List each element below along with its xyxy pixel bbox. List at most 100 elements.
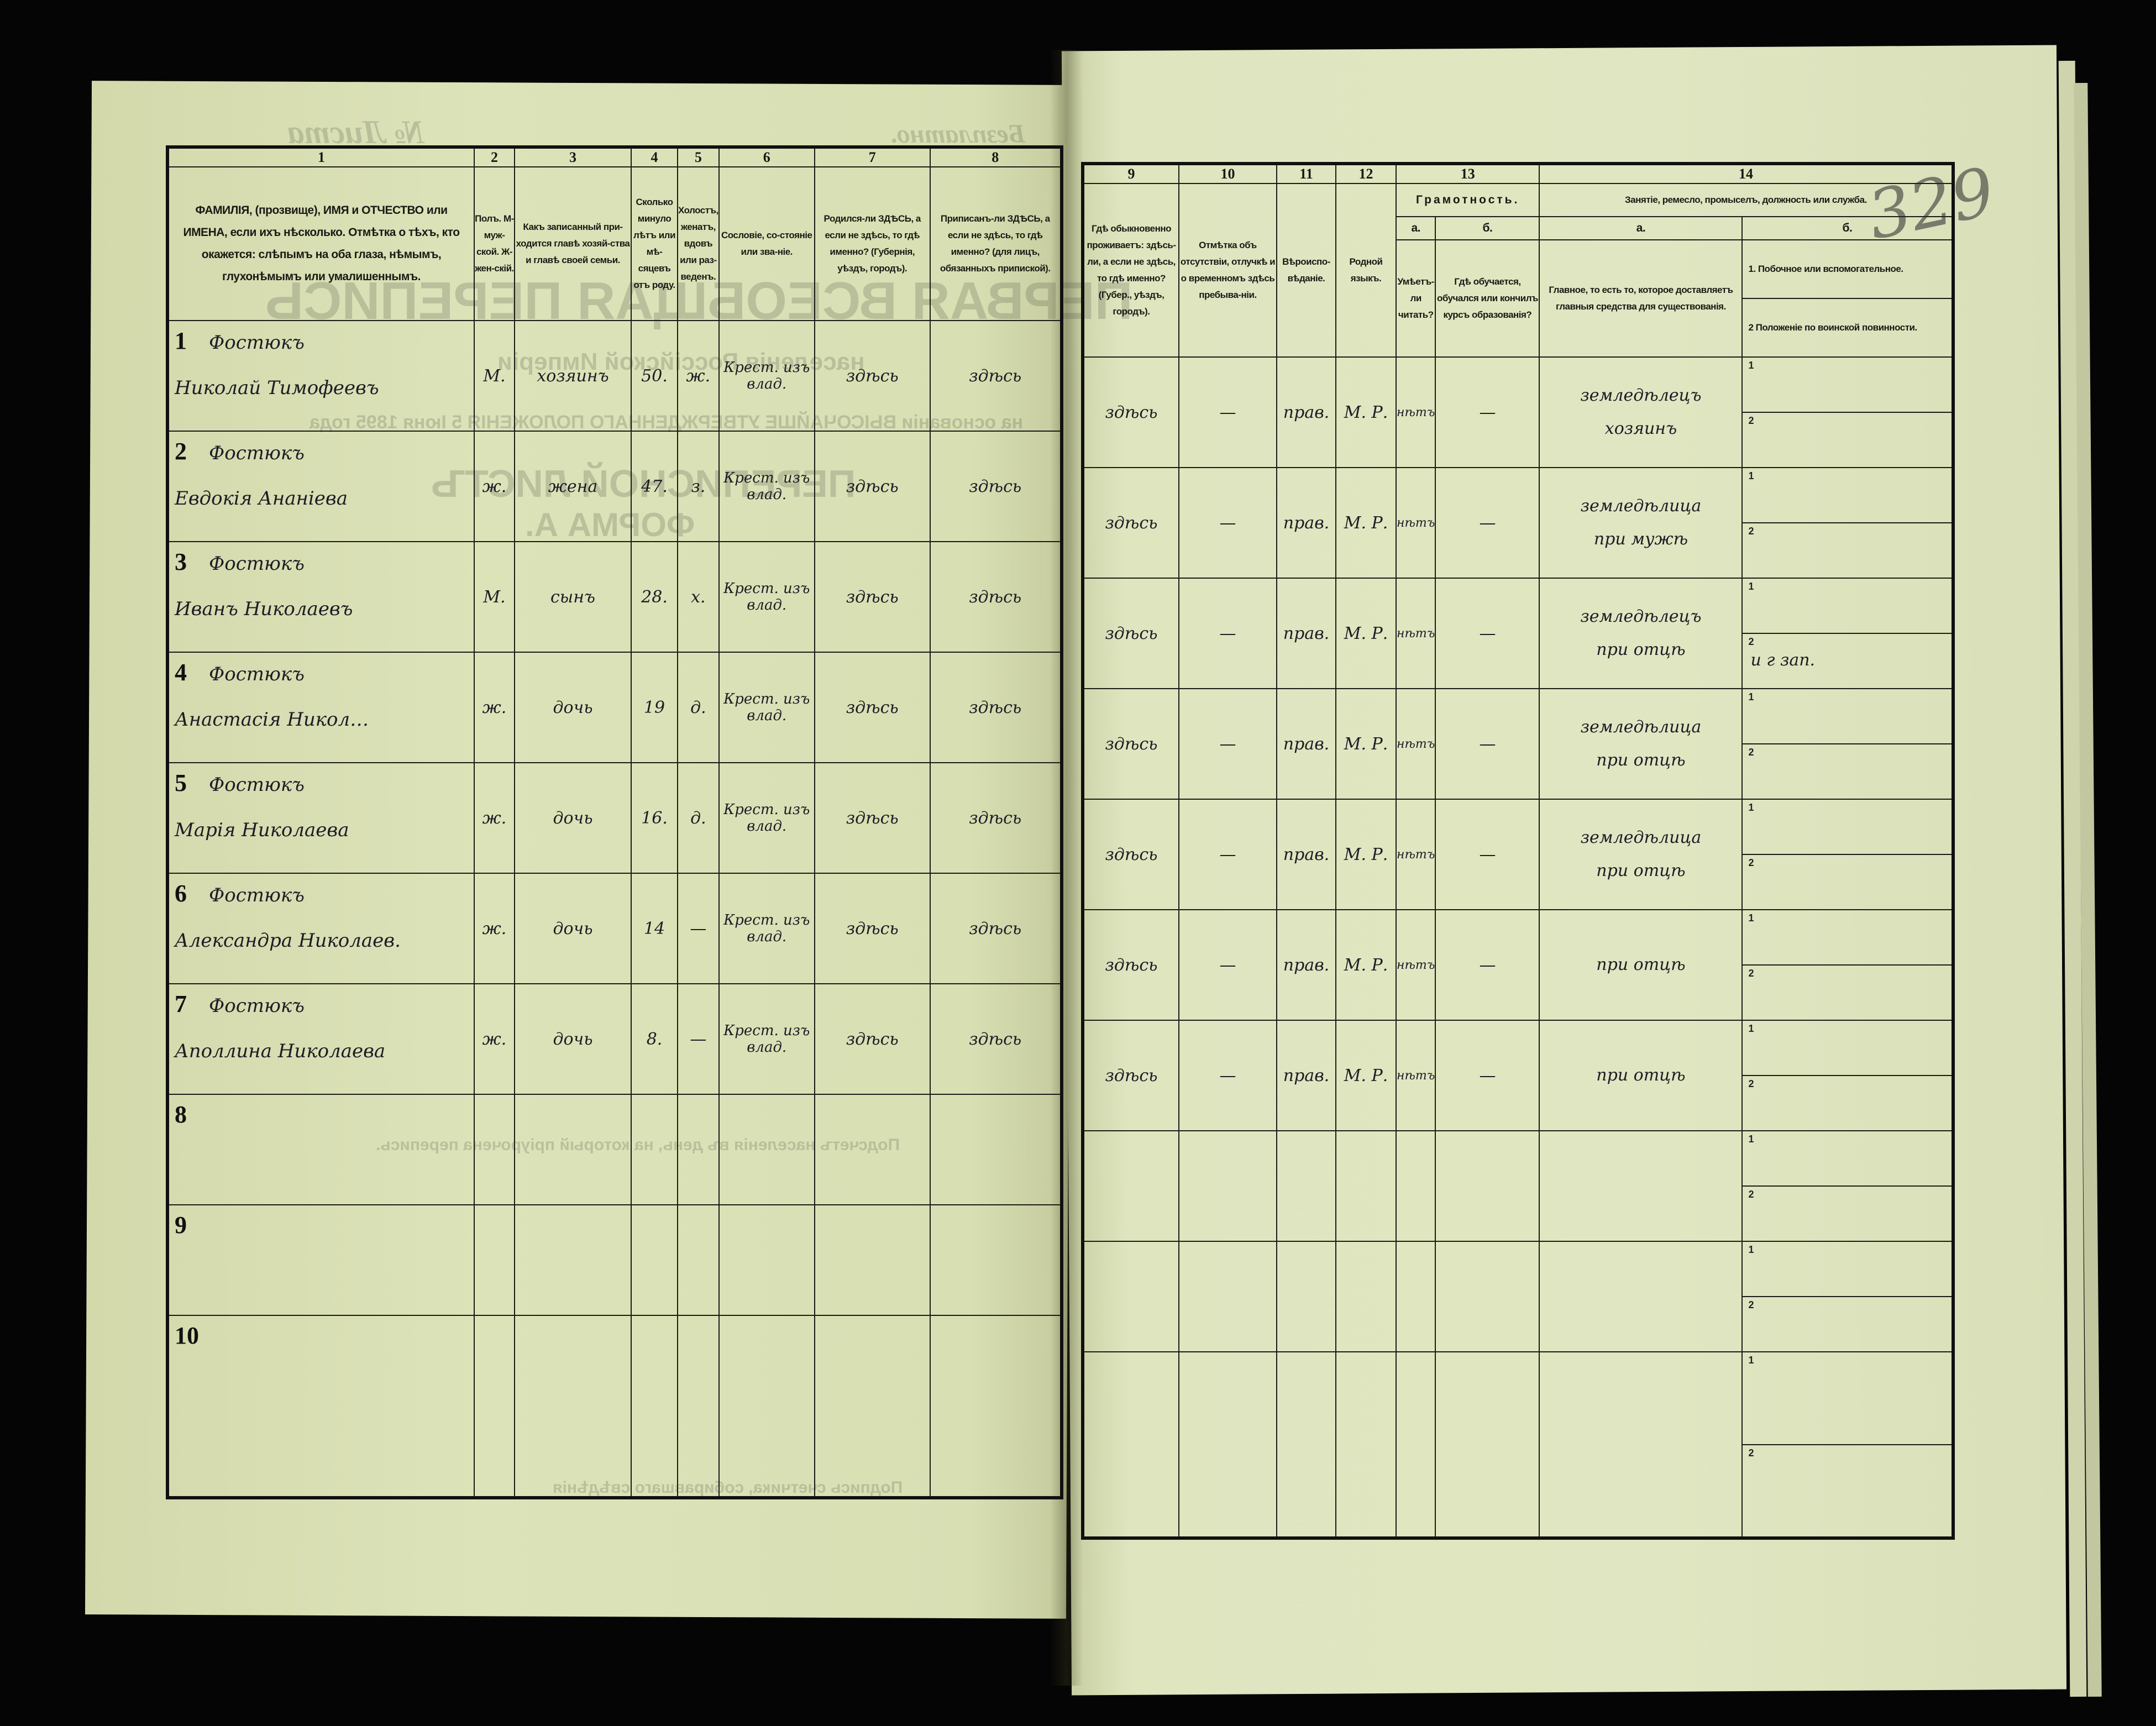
col-number: 1	[167, 146, 475, 167]
residence-cell: здѣсь	[1082, 1020, 1179, 1131]
occupation-main-cell	[1539, 1351, 1743, 1539]
given-name-patronymic: Иванъ Николаевъ	[175, 598, 353, 620]
header-occupation-main: Главное, то есть то, которое доставляетъ…	[1539, 239, 1743, 358]
literacy-a-cell: нѣтъ	[1395, 356, 1436, 468]
estate-cell	[718, 1204, 815, 1316]
estate-cell: Крест. изъ влад.	[718, 431, 815, 542]
language-cell	[1335, 1241, 1397, 1352]
table-row: здѣсь — прав. М. Р. нѣтъ — при отцѣ 1 2	[1082, 1020, 1954, 1131]
literacy-b-cell: —	[1435, 1020, 1540, 1131]
born-cell: здѣсь	[814, 541, 931, 653]
marital-cell: д.	[677, 652, 720, 763]
table-row: здѣсь — прав. М. Р. нѣтъ — земледѣлица при отц…	[1082, 688, 1954, 800]
religion-cell: прав.	[1276, 578, 1336, 689]
row-number: 2	[175, 438, 187, 465]
religion-cell: прав.	[1276, 1020, 1336, 1131]
sub-row-label: 1	[1748, 360, 1754, 371]
age-cell: 47.	[631, 431, 678, 542]
registered-cell	[929, 1204, 1062, 1316]
sex-cell: М.	[474, 320, 515, 432]
residence-cell: здѣсь	[1082, 688, 1179, 800]
marital-cell: ж.	[677, 320, 720, 432]
column-header: Родился-ли ЗДѢСЬ, а если не здѣсь, то гд…	[814, 166, 931, 321]
col-number: 3	[514, 146, 632, 167]
marital-cell: —	[677, 983, 720, 1095]
marital-cell	[677, 1315, 720, 1498]
sub-row-label: 2	[1748, 1299, 1754, 1310]
registered-cell: здѣсь	[929, 762, 1062, 874]
literacy-b-cell: —	[1435, 909, 1540, 1021]
sub-row-label: 1	[1748, 581, 1754, 592]
sex-cell: ж.	[474, 431, 515, 542]
table-row: 7 Фостюкъ Аполлина Николаева ж. дочь 8. — Крест…	[167, 983, 1062, 1095]
relation-cell: дочь	[514, 873, 632, 984]
marital-cell: з.	[677, 431, 720, 542]
header-residence: Гдѣ обыкновенно проживаетъ: здѣсь-ли, а …	[1082, 183, 1179, 358]
estate-cell	[718, 1315, 815, 1498]
estate-cell: Крест. изъ влад.	[718, 541, 815, 653]
right-census-table: 9 10 11 12 13 14 Гдѣ обыкновенно прожива…	[1081, 162, 1955, 1540]
column-header: Сколько минуло лѣтъ или мѣ-сяцевъ отъ ро…	[631, 166, 678, 321]
occupation-main-cell	[1539, 1241, 1743, 1352]
absence-cell: —	[1178, 356, 1277, 468]
registered-cell: здѣсь	[929, 320, 1062, 432]
estate-cell: Крест. изъ влад.	[718, 320, 815, 432]
literacy-a-cell: нѣтъ	[1395, 467, 1436, 579]
header-religion: Вѣроиспо-вѣданіе.	[1276, 183, 1336, 358]
age-cell	[631, 1315, 678, 1498]
table-row: 9	[167, 1204, 1062, 1316]
born-cell: здѣсь	[814, 873, 931, 984]
sub-row-label: 1	[1748, 1355, 1754, 1366]
age-cell: 16.	[631, 762, 678, 874]
absence-cell: —	[1178, 909, 1277, 1021]
name-cell: 9	[167, 1204, 475, 1316]
residence-cell: здѣсь	[1082, 356, 1179, 468]
row-number: 4	[175, 659, 187, 686]
sex-cell	[474, 1315, 515, 1498]
table-row: 6 Фостюкъ Александра Николаев. ж. дочь 14— Кре…	[167, 873, 1062, 984]
relation-cell: дочь	[514, 652, 632, 763]
marital-cell	[677, 1094, 720, 1205]
literacy-a-cell: нѣтъ	[1395, 1020, 1436, 1131]
occupation-main-cell: земледѣлица при отцѣ	[1539, 799, 1743, 910]
occupation-main-cell: земледѣлица при мужѣ	[1539, 467, 1743, 579]
header-occupation: Занятіе, ремесло, промыселъ, должность и…	[1539, 183, 1954, 217]
religion-cell: прав.	[1276, 688, 1336, 800]
row-number: 9	[175, 1211, 187, 1239]
occupation-main-cell	[1539, 1130, 1743, 1242]
sex-cell: ж.	[474, 652, 515, 763]
relation-cell	[514, 1315, 632, 1498]
header-occupation-a-label: а.	[1539, 216, 1743, 240]
column-header: Приписанъ-ли ЗДѢСЬ, а если не здѣсь, то …	[929, 166, 1062, 321]
literacy-b-cell: —	[1435, 356, 1540, 468]
table-row: 4 Фостюкъ Анастасія Никол… ж. дочь 19 д. Крест.…	[167, 652, 1062, 763]
column-header: Холостъ, женатъ, вдовъ или раз-веденъ.	[677, 166, 720, 321]
religion-cell: прав.	[1276, 356, 1336, 468]
given-name-patronymic: Анастасія Никол…	[175, 709, 369, 731]
surname: Фостюкъ	[209, 553, 305, 575]
absence-cell	[1178, 1130, 1277, 1242]
residence-cell	[1082, 1351, 1179, 1539]
relation-cell	[514, 1094, 632, 1205]
language-cell: М. Р.	[1335, 799, 1397, 910]
language-cell: М. Р.	[1335, 909, 1397, 1021]
name-cell: 7 Фостюкъ Аполлина Николаева	[167, 983, 475, 1095]
age-cell: 8.	[631, 983, 678, 1095]
language-cell: М. Р.	[1335, 688, 1397, 800]
occupation-secondary-cell: 1 2 и г зап.	[1741, 578, 1954, 689]
table-row: 2 Фостюкъ Евдокія Ананіева ж. жена 47. з. Крест…	[167, 431, 1062, 542]
registered-cell: здѣсь	[929, 652, 1062, 763]
col-number: 11	[1276, 163, 1336, 184]
residence-cell: здѣсь	[1082, 909, 1179, 1021]
literacy-a-cell: нѣтъ	[1395, 909, 1436, 1021]
table-row: 5 Фостюкъ Марія Николаева ж. дочь 16. д. Крест.…	[167, 762, 1062, 874]
residence-cell: здѣсь	[1082, 799, 1179, 910]
occupation-main-cell: при отцѣ	[1539, 1020, 1743, 1131]
row-number: 1	[175, 327, 187, 354]
born-cell	[814, 1315, 931, 1498]
born-cell: здѣсь	[814, 983, 931, 1095]
table-row: 1 Фостюкъ Николай Тимофеевъ М. хозяинъ 50. ж. К…	[167, 320, 1062, 432]
registered-cell: здѣсь	[929, 541, 1062, 653]
given-name-patronymic: Николай Тимофеевъ	[175, 377, 379, 399]
